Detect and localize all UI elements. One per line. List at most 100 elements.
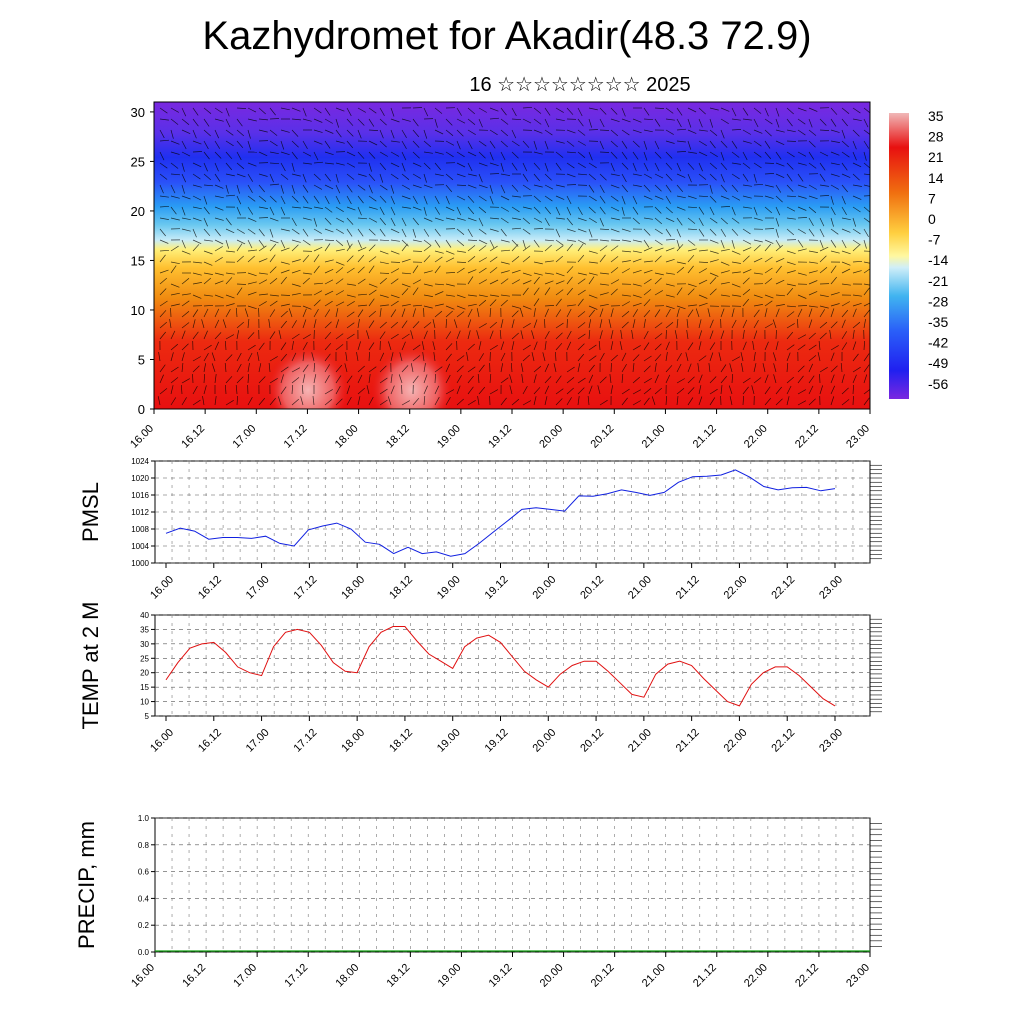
wind-barb	[277, 396, 282, 406]
wind-barb	[301, 384, 304, 395]
wind-barb	[335, 375, 342, 384]
wind-barb	[423, 374, 428, 384]
wind-barb	[214, 280, 224, 285]
x-tick-label: 19.12	[487, 962, 515, 990]
wind-barb	[841, 206, 847, 215]
wind-barb	[742, 319, 748, 329]
x-tick-label: 17.00	[244, 727, 272, 755]
wind-barb	[500, 129, 509, 137]
wind-barb	[786, 362, 789, 373]
wind-barb	[520, 330, 524, 340]
wind-barb	[533, 374, 537, 384]
wind-barb	[214, 151, 222, 159]
wind-barb	[566, 107, 574, 115]
wind-barb	[236, 330, 240, 340]
wind-barb	[345, 352, 348, 362]
wind-barb	[841, 184, 848, 193]
wind-barb	[181, 184, 185, 194]
wind-barb	[764, 173, 775, 175]
wind-barb	[236, 239, 246, 245]
x-tick-label: 17.00	[244, 574, 272, 602]
wind-barb	[225, 194, 236, 197]
wind-barb	[841, 228, 851, 233]
wind-barb	[247, 373, 250, 384]
y-tick-label: 15	[140, 683, 149, 692]
wind-barb	[632, 129, 642, 134]
wind-barb	[401, 151, 407, 161]
cross-x-tick-label: 18.00	[333, 423, 361, 451]
wind-barb	[412, 279, 422, 285]
wind-barb	[258, 217, 269, 219]
wind-barb	[720, 151, 725, 161]
wind-barb	[412, 287, 419, 296]
wind-barb	[478, 353, 484, 362]
wind-barb	[511, 319, 515, 329]
wind-barb	[434, 173, 444, 177]
wind-barb	[335, 344, 344, 351]
wind-barb	[731, 173, 740, 180]
wind-barb	[335, 206, 344, 212]
wind-barb	[368, 173, 376, 182]
wind-barb	[786, 206, 796, 212]
wind-barb	[762, 363, 766, 373]
y-tick-label: 25	[140, 654, 149, 663]
wind-barb	[159, 310, 167, 318]
wind-barb	[456, 305, 466, 310]
wind-barb	[170, 118, 179, 125]
wind-barb	[170, 129, 174, 139]
wind-barb	[412, 129, 420, 138]
wind-barb	[720, 228, 726, 237]
wind-barb	[621, 129, 630, 136]
wind-barb	[302, 162, 312, 165]
wind-barb	[434, 283, 445, 286]
x-tick-label: 17.12	[292, 574, 320, 602]
wind-barb	[608, 319, 612, 329]
wind-barb	[742, 162, 751, 169]
wind-barb	[214, 195, 224, 199]
wind-barb	[269, 378, 278, 384]
x-tick-label: 21.12	[691, 962, 719, 990]
wind-barb	[808, 344, 817, 351]
wind-barb	[401, 308, 406, 318]
wind-barb	[192, 261, 202, 264]
wind-barb	[577, 162, 586, 168]
wind-barb	[192, 173, 201, 180]
wind-barb	[687, 376, 695, 384]
wind-barb	[467, 308, 473, 318]
wind-barb	[819, 129, 830, 131]
wind-barb	[808, 319, 813, 329]
wind-barb	[401, 118, 411, 122]
wind-barb	[346, 396, 352, 406]
wind-barb	[555, 322, 564, 329]
wind-barb	[819, 118, 827, 126]
wind-barb	[764, 294, 774, 299]
cross-x-tick-label: 16.12	[179, 423, 207, 451]
wind-barb	[379, 272, 390, 274]
wind-barb	[632, 376, 641, 384]
wind-barb	[423, 107, 429, 117]
wind-barb	[324, 162, 334, 165]
wind-barb	[181, 217, 191, 221]
wind-barb	[665, 118, 675, 121]
wind-barb	[489, 279, 499, 285]
x-tick-label: 22.12	[769, 574, 797, 602]
wind-barb	[610, 206, 620, 212]
wind-barb	[863, 184, 870, 187]
wind-barb	[786, 287, 794, 296]
wind-barb	[511, 217, 521, 220]
x-tick-label: 22.00	[722, 727, 750, 755]
wind-barb	[555, 289, 564, 296]
wind-barb	[852, 294, 862, 297]
wind-barb	[786, 151, 795, 158]
wind-barb	[533, 341, 538, 351]
wind-barb	[500, 151, 506, 161]
wind-barb	[302, 206, 312, 209]
wind-barb	[808, 184, 817, 190]
wind-barb	[390, 173, 399, 180]
wind-barb	[676, 107, 683, 116]
wind-barb	[709, 228, 717, 236]
wind-barb	[764, 151, 772, 160]
wind-barb	[357, 195, 364, 204]
wind-barb	[742, 151, 748, 161]
wind-barb	[764, 256, 773, 263]
